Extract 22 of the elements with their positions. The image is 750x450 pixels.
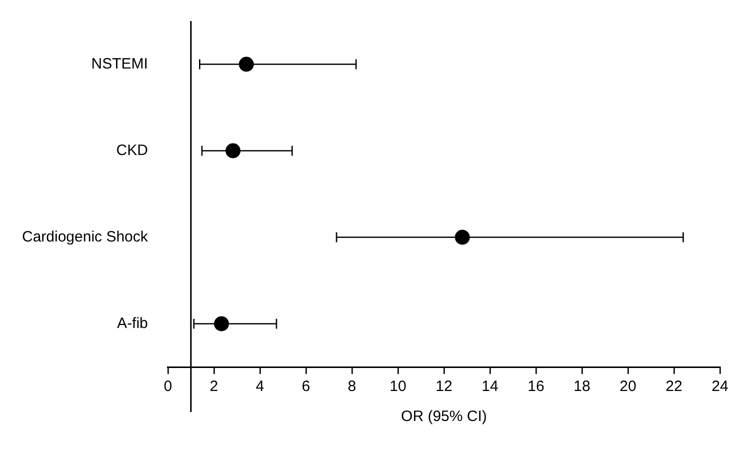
x-tick-label: 0 — [164, 378, 172, 396]
point — [226, 143, 241, 158]
point — [214, 316, 230, 332]
x-tick-label: 20 — [620, 378, 636, 396]
x-tick-label: 6 — [302, 378, 310, 396]
x-tick-label: 14 — [482, 378, 498, 396]
x-tick-label: 8 — [348, 378, 356, 396]
y-tick-label: A-fib — [117, 314, 148, 332]
x-tick-label: 18 — [574, 378, 590, 396]
point — [238, 56, 254, 72]
x-tick-label: 2 — [210, 378, 218, 396]
x-tick-label: 22 — [666, 378, 682, 396]
y-tick-label: NSTEMI — [91, 55, 148, 72]
x-tick-label: 24 — [712, 378, 728, 396]
y-tick-label: CKD — [116, 142, 148, 159]
x-tick-label: 10 — [390, 378, 406, 396]
point — [454, 230, 470, 245]
x-axis-title: OR (95% CI) — [401, 408, 487, 426]
y-tick-label: Cardiogenic Shock — [22, 228, 148, 246]
x-tick-label: 12 — [436, 378, 452, 396]
x-tick-label: 4 — [256, 378, 264, 396]
x-tick-label: 16 — [528, 378, 544, 396]
